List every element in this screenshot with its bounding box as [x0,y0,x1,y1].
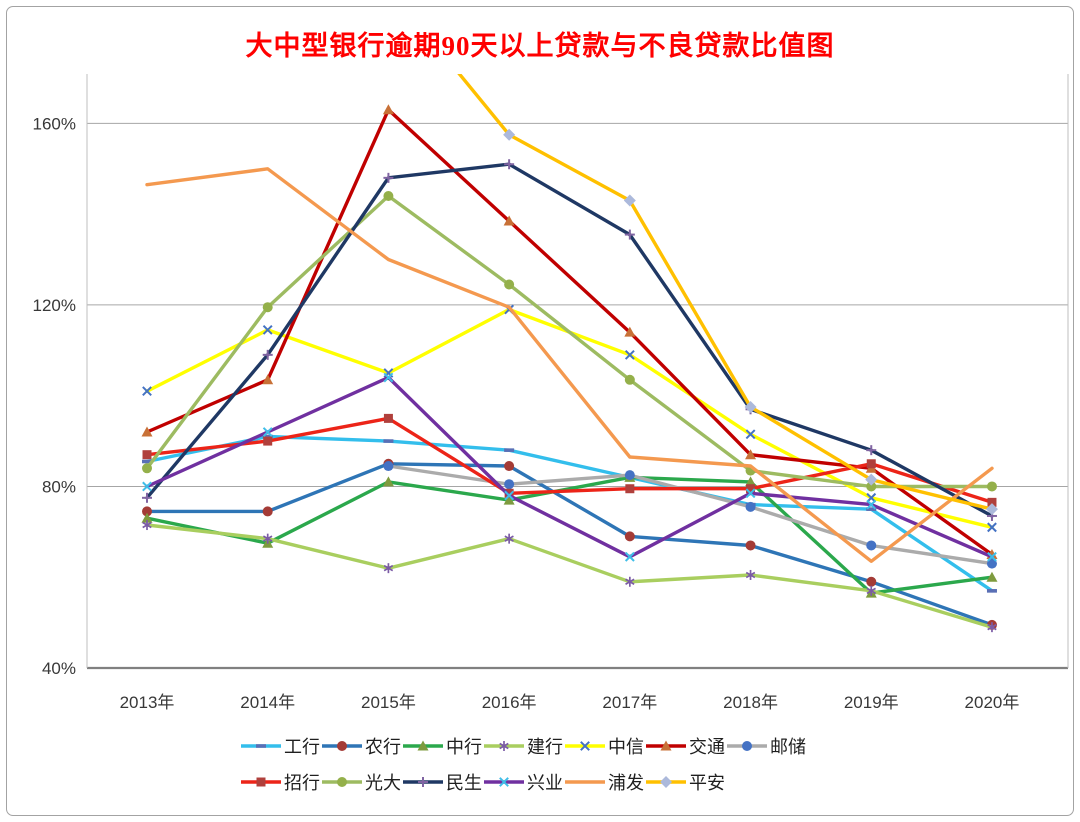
legend-swatch-ccb [484,741,524,751]
legend-item-cmb: 招行 [240,770,320,794]
series-line-citic [145,307,994,529]
legend-item-spdb: 浦发 [564,770,644,794]
series-markers-psbc [383,461,997,569]
legend-swatch-boc [403,740,443,751]
legend-item-citic: 中信 [564,734,644,758]
legend-swatch-ceb [322,777,362,787]
x-tick-label-0: 2013年 [120,693,175,712]
chart-title: 大中型银行逾期90天以上贷款与不良贷款比值图 [245,31,835,61]
series-markers-pingan [503,128,998,516]
legend-label: 邮储 [770,737,806,757]
legend-item-abc: 农行 [321,734,401,758]
legend-item-bocom: 交通 [645,734,725,758]
legend-label: 兴业 [527,773,563,793]
legend-item-ccb: 建行 [483,734,563,758]
figure-frame [6,6,1074,816]
plot-area [141,74,998,633]
series-line-cib [145,375,994,559]
x-tick-label-4: 2017年 [602,693,657,712]
series-markers-bocom [141,104,998,560]
x-tick-label-6: 2019年 [844,693,899,712]
legend-label: 中信 [608,737,644,757]
legend-swatch-spdb [565,780,605,784]
x-tick-label-7: 2020年 [965,693,1020,712]
series-line-spdb [145,167,994,563]
legend-swatch-abc [322,741,362,751]
series-line-ceb [145,194,994,489]
x-tick-label-3: 2016年 [482,693,537,712]
legend-label: 建行 [527,737,563,757]
legend-item-psbc: 邮储 [726,734,806,758]
y-tick-label-3: 160% [33,114,76,133]
legend-swatch-pingan [646,776,686,788]
legend-label: 浦发 [608,773,644,793]
y-tick-label-0: 40% [42,659,76,678]
legend-swatch-bocom [646,740,686,751]
series-line-pingan [457,74,994,511]
legend-label: 交通 [689,737,725,757]
series-line-minsheng [145,162,994,518]
legend-swatch-minsheng [403,777,443,787]
series-line-ccb [145,523,994,629]
legend: 工行 农行 中行 建行 中信 交通 邮储招行 光大 民生 兴业 浦发 平安 [240,734,840,794]
y-tick-label-1: 80% [42,477,76,496]
legend-label: 光大 [365,773,401,793]
series-line-icbc [145,434,994,593]
x-tick-label-2: 2015年 [361,693,416,712]
series-markers-ceb [142,191,997,492]
legend-swatch-cmb [241,777,281,787]
legend-label: 工行 [284,737,320,757]
series-markers-ccb [142,520,997,633]
legend-label: 招行 [284,773,320,793]
legend-swatch-icbc [241,744,281,748]
series-markers-cib [142,372,997,562]
series-line-boc [145,475,994,595]
legend-label: 农行 [365,737,401,757]
x-tick-label-1: 2014年 [240,693,295,712]
legend-item-boc: 中行 [402,734,482,758]
legend-item-ceb: 光大 [321,770,401,794]
legend-item-icbc: 工行 [240,734,320,758]
legend-item-minsheng: 民生 [402,770,482,794]
y-tick-label-2: 120% [33,296,76,315]
legend-label: 平安 [689,773,725,793]
legend-item-pingan: 平安 [645,770,725,794]
legend-swatch-cib [484,777,524,787]
legend-swatch-psbc [727,741,767,751]
x-tick-label-5: 2018年 [723,693,778,712]
legend-swatch-citic [565,741,605,751]
legend-item-cib: 兴业 [483,770,563,794]
legend-label: 民生 [446,773,482,793]
legend-label: 中行 [446,737,482,757]
